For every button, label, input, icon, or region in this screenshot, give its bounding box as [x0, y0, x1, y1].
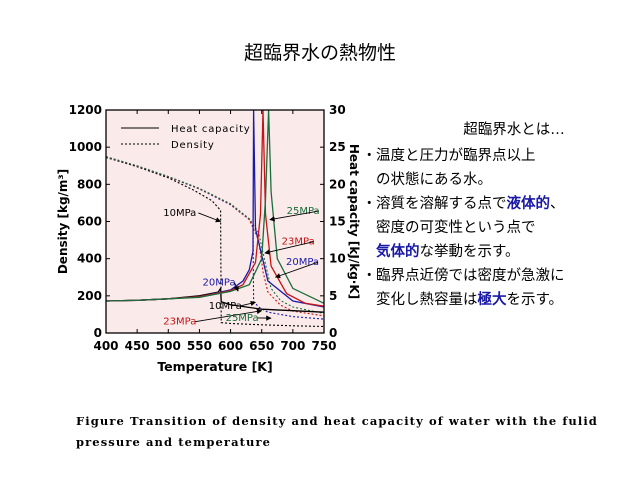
annotation-label: 10MPa [163, 208, 196, 219]
annotation-arrow [233, 282, 239, 292]
bullet-line: 変化し熱容量は極大を示す。 [362, 288, 632, 312]
bullet-mark [362, 240, 376, 264]
annotation-label: 25MPa [287, 206, 320, 217]
y-tick-label: 600 [77, 215, 102, 229]
x-tick-label: 750 [311, 339, 336, 353]
bullet-line: 気体的な挙動を示す。 [362, 240, 632, 264]
bullet-text-segment: 密度の可変性という点で [376, 220, 536, 236]
annotation-label: 23MPa [282, 237, 315, 248]
y2-tick-label: 0 [329, 326, 337, 340]
bullet-text-segment: の状態にある水。 [376, 172, 492, 188]
y-tick-label: 1000 [69, 140, 102, 154]
bullet-mark [362, 168, 376, 192]
x-tick-label: 600 [218, 339, 243, 353]
highlight-term: 液体的 [506, 196, 551, 212]
annotation-arrow [264, 241, 314, 255]
bullet-text: の状態にある水。 [376, 168, 632, 192]
bullet-line: 密度の可変性という点で [362, 216, 632, 240]
y2-tick-label: 5 [329, 289, 337, 303]
y-tick-label: 800 [77, 177, 102, 191]
bullet-text-segment: 温度と圧力が臨界点以上 [376, 148, 536, 164]
y2-tick-label: 30 [329, 103, 346, 117]
series-line-density-25mpa [106, 156, 324, 315]
x-tick-label: 700 [280, 339, 305, 353]
y-tick-label: 1200 [69, 103, 102, 117]
y-tick-label: 0 [94, 326, 102, 340]
bullet-mark: ・ [362, 196, 377, 212]
x-tick-label: 450 [125, 339, 150, 353]
bullet-text: 臨界点近傍では密度が急激に [376, 264, 632, 288]
bullet-text-segment: 臨界点近傍では密度が急激に [376, 268, 565, 284]
bullet-mark: ・ [362, 148, 377, 164]
bullet-text-segment: 変化し熱容量は [376, 292, 478, 308]
bullet-mark [362, 216, 376, 240]
bullet-line: の状態にある水。 [362, 168, 632, 192]
x-tick-label: 550 [187, 339, 212, 353]
legend-label: Heat capacity [171, 124, 251, 135]
annotation-label: 23MPa [163, 317, 196, 328]
y-tick-label: 400 [77, 252, 102, 266]
series-line-density-20mpa [106, 156, 324, 320]
highlight-term: 極大 [477, 292, 507, 308]
x-tick-label: 500 [156, 339, 181, 353]
x-tick-label: 650 [249, 339, 274, 353]
bullet-list: ・温度と圧力が臨界点以上 の状態にある水。・溶質を溶解する点で液体的、 密度の可変性… [362, 144, 632, 312]
bullet-text-segment: 、 [550, 196, 565, 212]
annotation-label: 20MPa [286, 257, 319, 268]
figure-caption: Figure Transition of density and heat ca… [76, 414, 598, 449]
bullet-text: 変化し熱容量は極大を示す。 [376, 288, 632, 312]
annotation-arrow [269, 210, 319, 222]
annotation-arrow [274, 261, 319, 279]
bullet-text: 温度と圧力が臨界点以上 [376, 144, 632, 168]
bullet-text-segment: 溶質を溶解する点で [376, 196, 507, 212]
y2-tick-label: 10 [329, 252, 346, 266]
annotation-arrow [198, 212, 222, 223]
y2-axis-label: Heat capacity [kJ/kg·K] [347, 144, 361, 299]
annotation-label: 25MPa [226, 313, 259, 324]
bullet-mark: ・ [362, 268, 377, 284]
bullet-text: 気体的な挙動を示す。 [376, 240, 632, 264]
bullet-line: ・溶質を溶解する点で液体的、 [362, 192, 632, 216]
bullet-text: 密度の可変性という点で [376, 216, 632, 240]
annotation-arrow [195, 308, 263, 323]
x-axis-label: Temperature [K] [157, 359, 272, 374]
panel-heading: 超臨界水とは… [463, 122, 565, 138]
bullet-line: ・温度と圧力が臨界点以上 [362, 144, 632, 168]
page-title: 超臨界水の熱物性 [243, 42, 396, 64]
bullet-line: ・臨界点近傍では密度が急激に [362, 264, 632, 288]
y2-tick-label: 25 [329, 140, 346, 154]
plot-background [106, 110, 324, 333]
y2-tick-label: 20 [329, 177, 346, 191]
series-line-density-23mpa [106, 156, 324, 317]
bullet-text-segment: な挙動を示す。 [419, 244, 520, 260]
annotation-label: 10MPa [209, 301, 242, 312]
y2-tick-label: 15 [329, 215, 346, 229]
y-tick-label: 200 [77, 289, 102, 303]
bullet-text: 溶質を溶解する点で液体的、 [376, 192, 632, 216]
x-tick-label: 400 [93, 339, 118, 353]
series-line-heat-capacity-25mpa [106, 110, 324, 304]
y-axis-label: Density [kg/m³] [56, 169, 70, 274]
annotation-arrow [240, 300, 257, 307]
legend-label: Density [171, 140, 215, 151]
highlight-term: 気体的 [376, 244, 420, 260]
annotation-label: 20MPa [203, 278, 236, 289]
description-panel: 超臨界水とは… ・温度と圧力が臨界点以上 の状態にある水。・溶質を溶解する点で液体… [362, 118, 632, 312]
bullet-text-segment: を示す。 [506, 292, 564, 308]
bullet-mark [362, 288, 376, 312]
